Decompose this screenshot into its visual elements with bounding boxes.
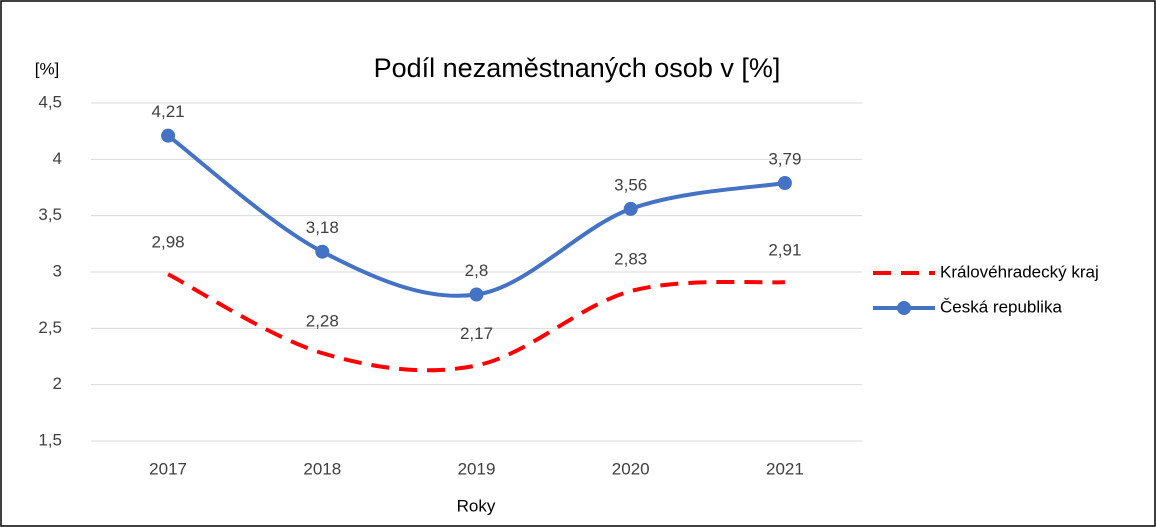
y-tick-label: 2,5 <box>38 318 62 337</box>
y-tick-label: 3 <box>53 261 62 280</box>
y-tick-label: 1,5 <box>38 430 62 449</box>
marker <box>315 244 330 259</box>
marker <box>469 287 484 302</box>
data-label: 2,8 <box>465 261 489 280</box>
x-tick-label: 2020 <box>612 459 650 478</box>
x-tick-label: 2017 <box>149 459 187 478</box>
marker <box>777 175 792 190</box>
chart-title: Podíl nezaměstnaných osob v [%] <box>374 53 781 83</box>
y-axis-title: [%] <box>35 59 60 78</box>
data-label: 4,21 <box>152 102 185 121</box>
marker <box>623 201 638 216</box>
y-tick-label: 4 <box>53 149 62 168</box>
data-label: 2,91 <box>768 241 801 260</box>
data-label: 2,83 <box>614 250 647 269</box>
y-tick-label: 2 <box>53 374 62 393</box>
marker <box>161 128 176 143</box>
legend-label: Česká republika <box>940 297 1062 316</box>
data-label: 2,17 <box>460 324 493 343</box>
data-label: 3,18 <box>306 218 339 237</box>
data-label: 2,28 <box>306 312 339 331</box>
legend-label: Královéhradecký kraj <box>940 262 1099 281</box>
x-tick-label: 2019 <box>458 459 496 478</box>
data-label: 3,79 <box>768 149 801 168</box>
data-label: 2,98 <box>152 233 185 252</box>
data-label: 3,56 <box>614 175 647 194</box>
x-tick-label: 2021 <box>766 459 804 478</box>
legend-marker <box>897 301 911 315</box>
x-tick-label: 2018 <box>303 459 341 478</box>
y-tick-label: 4,5 <box>38 92 62 111</box>
y-tick-label: 3,5 <box>38 205 62 224</box>
x-axis-title: Roky <box>457 496 496 515</box>
